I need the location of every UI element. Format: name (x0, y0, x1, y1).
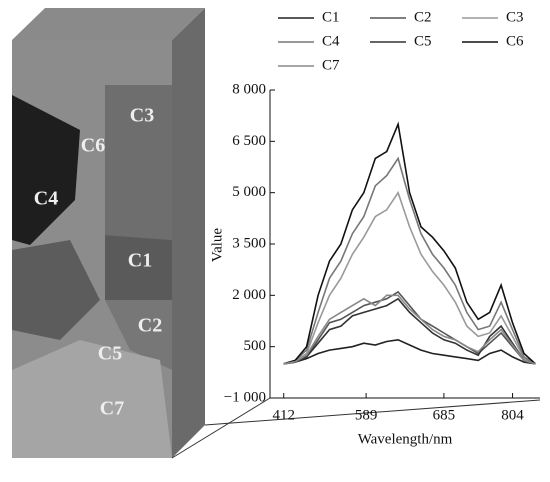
legend-label: C4 (322, 33, 340, 49)
x-tick-label: 804 (501, 407, 524, 423)
x-axis-title: Wavelength/nm (358, 431, 453, 447)
series-line (284, 124, 536, 364)
legend-label: C1 (322, 9, 340, 25)
figure: Value Wavelength/nm C3 C6 C4 C1 C2 C5 C7 −1 000… (0, 0, 550, 482)
y-tick-label: 2 000 (232, 287, 266, 303)
region-label: C4 (34, 188, 58, 210)
region-label: C6 (81, 135, 105, 157)
region-label: C3 (130, 105, 154, 127)
legend-label: C7 (322, 57, 340, 73)
y-tick-label: −1 000 (224, 389, 266, 405)
hyperspectral-cube (12, 8, 540, 458)
y-tick-label: 3 500 (232, 235, 266, 251)
cube-top (12, 8, 205, 40)
y-tick-label: 8 000 (232, 81, 266, 97)
legend-label: C3 (506, 9, 524, 25)
legend-label: C5 (414, 33, 432, 49)
cube-side (172, 8, 205, 458)
x-tick-label: 412 (272, 407, 295, 423)
y-tick-label: 500 (244, 338, 267, 354)
series-line (284, 340, 536, 364)
region-label: C7 (100, 398, 124, 420)
region-label: C5 (98, 343, 122, 365)
legend-label: C2 (414, 9, 432, 25)
x-tick-label: 685 (433, 407, 456, 423)
x-tick-label: 589 (355, 407, 378, 423)
y-tick-label: 5 000 (232, 184, 266, 200)
y-tick-label: 6 500 (232, 133, 266, 149)
region-label: C1 (128, 250, 152, 272)
y-axis-title: Value (209, 228, 225, 262)
legend-label: C6 (506, 33, 524, 49)
region-label: C2 (138, 315, 162, 337)
